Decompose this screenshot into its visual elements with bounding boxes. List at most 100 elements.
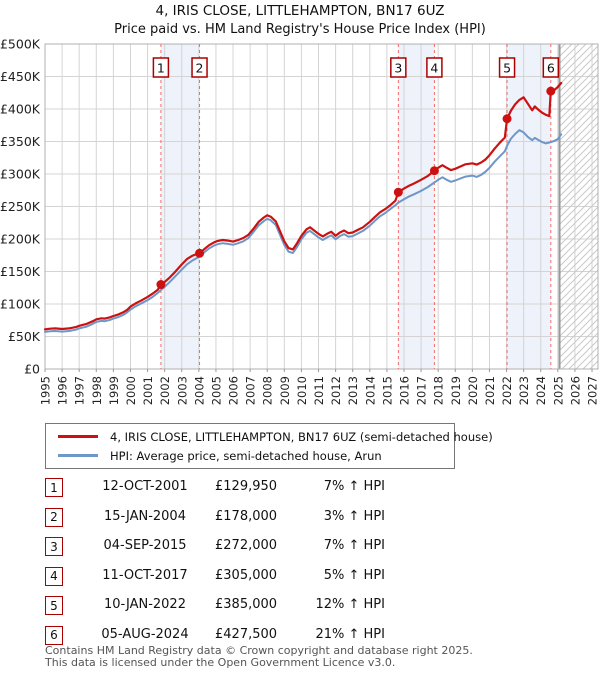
y-axis-label: £500K [0,37,41,52]
sale-marker-number: 1 [157,61,165,76]
y-axis-label: £400K [0,102,41,117]
sale-date: 12-OCT-2001 [102,479,188,494]
x-axis-year-label: 2025 [551,376,565,405]
x-axis-year-label: 2022 [500,376,514,405]
sale-price: £427,500 [215,626,278,642]
sale-table-row: 2 15-JAN-2004 £178,000 3% ↑ HPI [45,506,445,536]
x-axis-year-label: 2007 [244,376,258,405]
sale-point-dot [195,248,205,258]
sale-marker-box [426,57,443,78]
sale-table-row: 6 05-AUG-2024 £427,500 21% ↑ HPI [45,624,445,654]
x-axis-year-label: 2015 [380,376,394,405]
sale-date: 15-JAN-2004 [104,508,186,524]
sale-table-row: 3 04-SEP-2015 £272,000 7% ↑ HPI [45,535,445,565]
chart-subtitle: Price paid vs. HM Land Registry's House … [114,22,486,37]
sale-row-number: 6 [45,625,63,645]
sale-point-dot [502,114,512,124]
x-axis-year-label: 2026 [568,376,582,405]
x-axis-year-label: 2014 [363,376,377,405]
x-axis-year-label: 2016 [397,376,411,405]
x-axis-year-label: 2023 [517,376,531,405]
y-axis-label: £150K [0,264,41,279]
sale-marker-number: 5 [503,61,511,76]
sale-table-row: 4 11-OCT-2017 £305,000 5% ↑ HPI [45,565,445,595]
y-axis-label: £300K [0,167,41,182]
chart-legend: 4, IRIS CLOSE, LITTLEHAMPTON, BN17 6UZ (… [45,423,493,469]
sale-date: 04-SEP-2015 [103,538,187,554]
x-axis-year-label: 2000 [124,376,138,405]
x-axis-year-label: 2003 [175,376,189,405]
sale-row-number: 3 [45,537,63,557]
hpi-line-swatch [58,454,98,457]
y-axis-label: £100K [0,297,41,312]
sale-row-number: 2 [45,507,63,527]
sale-marker-number: 6 [547,61,555,76]
legend-label-property: 4, IRIS CLOSE, LITTLEHAMPTON, BN17 6UZ (… [110,429,493,444]
x-axis-year-label: 2004 [192,376,206,405]
sale-table-row: 1 12-OCT-2001 £129,950 7% ↑ HPI [45,476,445,506]
y-axis-label: £0 [24,362,40,377]
property-price-line-series [43,81,563,331]
sales-table: 1 12-OCT-2001 £129,950 7% ↑ HPI 2 15-JAN-2004… [45,476,445,654]
sale-marker-number: 2 [196,61,204,76]
sale-point-dot [546,86,556,96]
copyright-footer: Contains HM Land Registry data © Crown c… [45,645,585,668]
sale-marker-box [542,57,560,78]
future-hatch-region [559,44,598,369]
x-axis-year-label: 2002 [158,376,172,405]
y-axis-label: £450K [0,69,41,84]
sale-point-dot [429,166,439,176]
sale-hpi-delta: 12% ↑ HPI [315,597,385,613]
price-history-chart: 1 2 3 4 5 6 £0 £50K £100K £150K £200K £250K £300K £35… [0,37,600,406]
legend-label-hpi: HPI: Average price, semi-detached house,… [110,448,382,463]
x-axis-year-label: 2006 [227,376,241,405]
plot-border [44,43,599,370]
x-axis-year-label: 2021 [483,376,497,405]
sale-point-dot [156,280,166,290]
x-axis-year-label: 1997 [73,376,87,405]
legend-row-property: 4, IRIS CLOSE, LITTLEHAMPTON, BN17 6UZ (… [46,429,493,444]
x-axis-year-label: 2009 [278,376,292,405]
sale-hpi-delta: 7% ↑ HPI [323,479,385,494]
footer-line-1: Contains HM Land Registry data © Crown c… [45,644,473,657]
x-axis-year-label: 2008 [261,376,275,405]
sale-marker-box [498,57,516,78]
sale-price: £178,000 [215,508,278,524]
y-axis-label: £200K [0,232,41,247]
sale-date: 05-AUG-2024 [101,626,189,642]
x-axis-year-label: 2005 [209,376,223,405]
sale-marker-box [152,57,170,78]
sale-table-row: 5 10-JAN-2022 £385,000 12% ↑ HPI [45,594,445,624]
x-axis-year-label: 2018 [432,376,446,405]
legend-row-hpi: HPI: Average price, semi-detached house,… [46,448,454,463]
x-axis-year-label: 2027 [586,376,600,405]
hpi-line-series [44,129,563,333]
x-axis-year-label: 2020 [466,376,480,405]
x-axis-year-label: 1999 [107,376,121,405]
y-axis-label: £350K [0,134,41,149]
x-axis-year-label: 2010 [295,376,309,405]
property-address-title: 4, IRIS CLOSE, LITTLEHAMPTON, BN17 6UZ [155,3,445,19]
sale-marker-number: 4 [430,61,438,76]
sale-price: £272,000 [215,538,278,554]
sale-row-number: 4 [45,566,63,586]
x-axis-year-label: 2019 [449,376,463,405]
sale-price: £385,000 [215,597,278,613]
sale-date: 11-OCT-2017 [102,567,188,583]
x-axis-year-label: 1998 [90,376,104,405]
x-axis-year-label: 1996 [56,376,70,405]
sale-marker-box [390,57,407,78]
x-axis-year-label: 1995 [39,376,53,405]
sale-hpi-delta: 21% ↑ HPI [315,626,385,642]
sale-point-dot [393,187,403,197]
sale-hpi-delta: 3% ↑ HPI [323,508,385,524]
sale-date: 10-JAN-2022 [104,597,186,613]
x-axis-year-label: 2012 [329,376,343,405]
sale-marker-box [191,57,208,78]
footer-line-2: This data is licensed under the Open Gov… [45,655,396,669]
y-axis-label: £50K [8,329,41,344]
sale-row-number: 5 [45,596,63,616]
y-axis-label: £250K [0,199,41,214]
property-line-swatch [58,435,98,438]
